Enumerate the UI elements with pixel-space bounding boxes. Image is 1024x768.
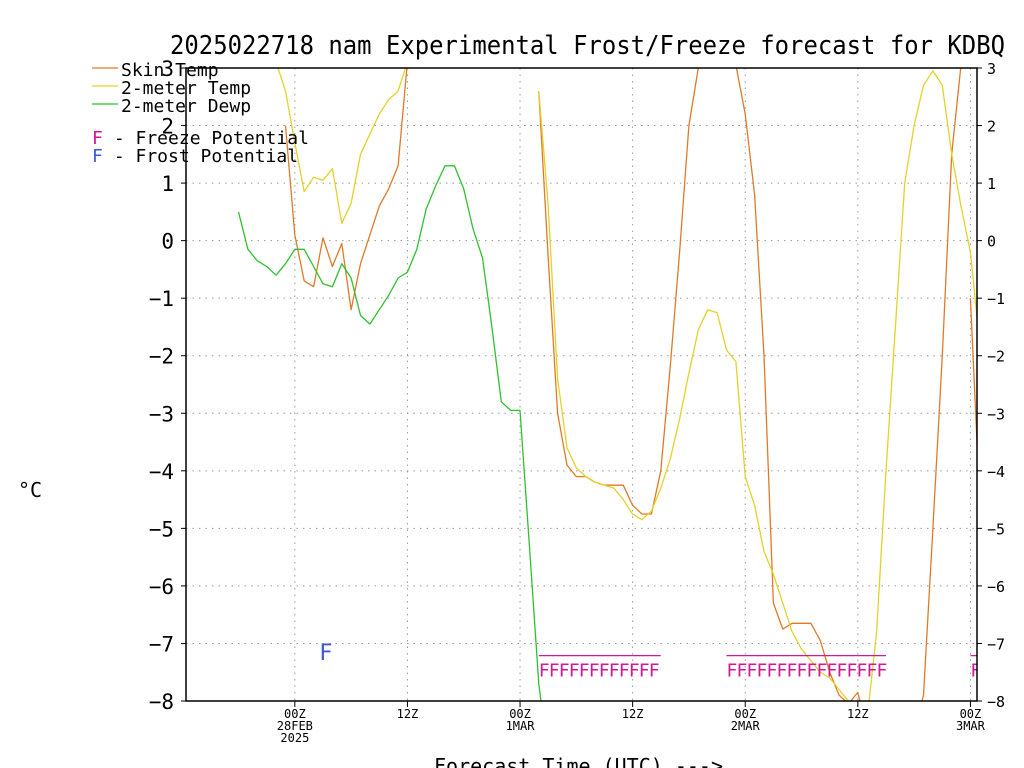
x-tick-label: 12Z: [397, 707, 419, 721]
freeze-marker-glyph: F: [786, 661, 797, 682]
x-tick-label: 00Z: [284, 707, 306, 721]
legend-label-2m-dewp: 2-meter Dewp: [121, 96, 251, 117]
y-tick-label-left: 2: [161, 115, 174, 139]
x-tick-label: 28FEB: [277, 719, 313, 733]
freeze-marker-glyph: F: [649, 661, 660, 682]
y-tick-label-right: 3: [987, 60, 996, 78]
series-skin-temp-line: [284, 68, 962, 701]
x-tick-label: 00Z: [509, 707, 531, 721]
y-tick-label-right: −1: [987, 290, 1005, 308]
freeze-marker-glyph: F: [746, 661, 757, 682]
y-tick-label-right: −5: [987, 520, 1005, 538]
freeze-marker-glyph: F: [609, 661, 620, 682]
series-lines: [237, 68, 977, 701]
chart-title: 2025022718 nam Experimental Frost/Freeze…: [170, 31, 1005, 61]
x-tick-label: 2MAR: [731, 719, 761, 733]
freeze-marker-glyph: F: [836, 661, 847, 682]
freeze-marker-glyph: F: [866, 661, 877, 682]
axis-ticks: 3 3 2 2 1 1 0 0 −1 −1 −2 −2 −3 −3 −4 −4 −5 −5 −6 −6 −7 −7 −8 −8…: [149, 57, 1005, 745]
y-tick-label-right: −7: [987, 635, 1005, 653]
x-axis-label: Forecast Time (UTC) --->: [434, 754, 723, 768]
y-tick-label-right: −6: [987, 578, 1005, 596]
freeze-marker-glyph: F: [826, 661, 837, 682]
frost-marker-glyph: F: [319, 641, 332, 666]
legend: Skin Temp 2-meter Temp 2-meter Dewp F - …: [92, 60, 309, 167]
series-2-meter-dewp-line: [237, 165, 542, 701]
series-2-meter-temp-line: [277, 68, 977, 701]
y-tick-label-right: −3: [987, 405, 1005, 423]
freeze-marker-glyph: F: [970, 661, 981, 682]
freeze-marker-glyph: F: [549, 661, 560, 682]
x-tick-label: 3MAR: [956, 719, 986, 733]
y-tick-label-left: −8: [149, 690, 174, 714]
legend-frost-glyph: F: [92, 146, 103, 167]
freeze-marker-glyph: F: [990, 661, 1001, 682]
plot-frame: [185, 67, 978, 702]
freeze-marker-glyph: F: [736, 661, 747, 682]
freeze-marker-glyph: F: [980, 661, 991, 682]
legend-freeze-text: - Freeze Potential: [103, 128, 309, 149]
y-tick-label-left: −4: [149, 460, 174, 484]
y-tick-label-left: −3: [149, 402, 174, 426]
freeze-marker-glyph: F: [726, 661, 737, 682]
y-tick-label-right: −4: [987, 463, 1005, 481]
x-tick-label: 12Z: [622, 707, 644, 721]
x-tick-label: 1MAR: [506, 719, 536, 733]
y-tick-label-right: 2: [987, 118, 996, 136]
freeze-marker-glyph: F: [766, 661, 777, 682]
freeze-marker-glyph: F: [756, 661, 767, 682]
y-tick-label-left: −2: [149, 345, 174, 369]
legend-label-skin-temp: Skin Temp: [121, 60, 219, 81]
y-tick-label-left: 0: [161, 230, 174, 254]
y-tick-label-right: 1: [987, 175, 996, 193]
y-tick-label-left: −7: [149, 632, 174, 656]
legend-label-2m-temp: 2-meter Temp: [121, 78, 251, 99]
x-tick-label: 00Z: [734, 707, 756, 721]
freeze-marker-glyph: F: [569, 661, 580, 682]
y-tick-label-right: −2: [987, 348, 1005, 366]
y-tick-label-right: 0: [987, 233, 996, 251]
y-tick-label-left: −6: [149, 575, 174, 599]
freeze-marker-glyph: F: [1010, 661, 1021, 682]
freeze-marker-glyph: F: [776, 661, 787, 682]
y-tick-label-left: 1: [161, 172, 174, 196]
legend-frost-text: - Frost Potential: [103, 146, 298, 167]
x-tick-label: 00Z: [960, 707, 982, 721]
legend-freeze-glyph: F: [92, 128, 103, 149]
freeze-marker-glyph: F: [619, 661, 630, 682]
freeze-marker-glyph: F: [1000, 661, 1011, 682]
freeze-marker-glyph: F: [876, 661, 887, 682]
freeze-marker-glyph: F: [806, 661, 817, 682]
freeze-marker-glyph: F: [629, 661, 640, 682]
freeze-marker-glyph: F: [796, 661, 807, 682]
x-tick-label: 2025: [280, 731, 309, 745]
freeze-marker-glyph: F: [856, 661, 867, 682]
freeze-marker-glyph: F: [539, 661, 550, 682]
freeze-marker-glyph: F: [559, 661, 570, 682]
freeze-marker-glyph: F: [589, 661, 600, 682]
grid-lines: [186, 68, 977, 701]
freeze-marker-glyph: F: [816, 661, 827, 682]
freeze-marker-glyph: F: [579, 661, 590, 682]
freeze-marker-glyph: F: [846, 661, 857, 682]
y-tick-label-right: −8: [987, 693, 1005, 711]
freeze-potential-markers: FFFFFFFFFFFFFFFFFFFFFFFFFFFFFFFFFFF: [319, 641, 1024, 682]
x-tick-label: 12Z: [847, 707, 869, 721]
freeze-marker-glyph: F: [1020, 661, 1024, 682]
y-tick-label-left: −1: [149, 287, 174, 311]
y-tick-label-left: 3: [161, 57, 174, 81]
freeze-marker-glyph: F: [599, 661, 610, 682]
y-axis-label: °C: [18, 478, 42, 502]
y-tick-label-left: −5: [149, 517, 174, 541]
freeze-marker-glyph: F: [639, 661, 650, 682]
